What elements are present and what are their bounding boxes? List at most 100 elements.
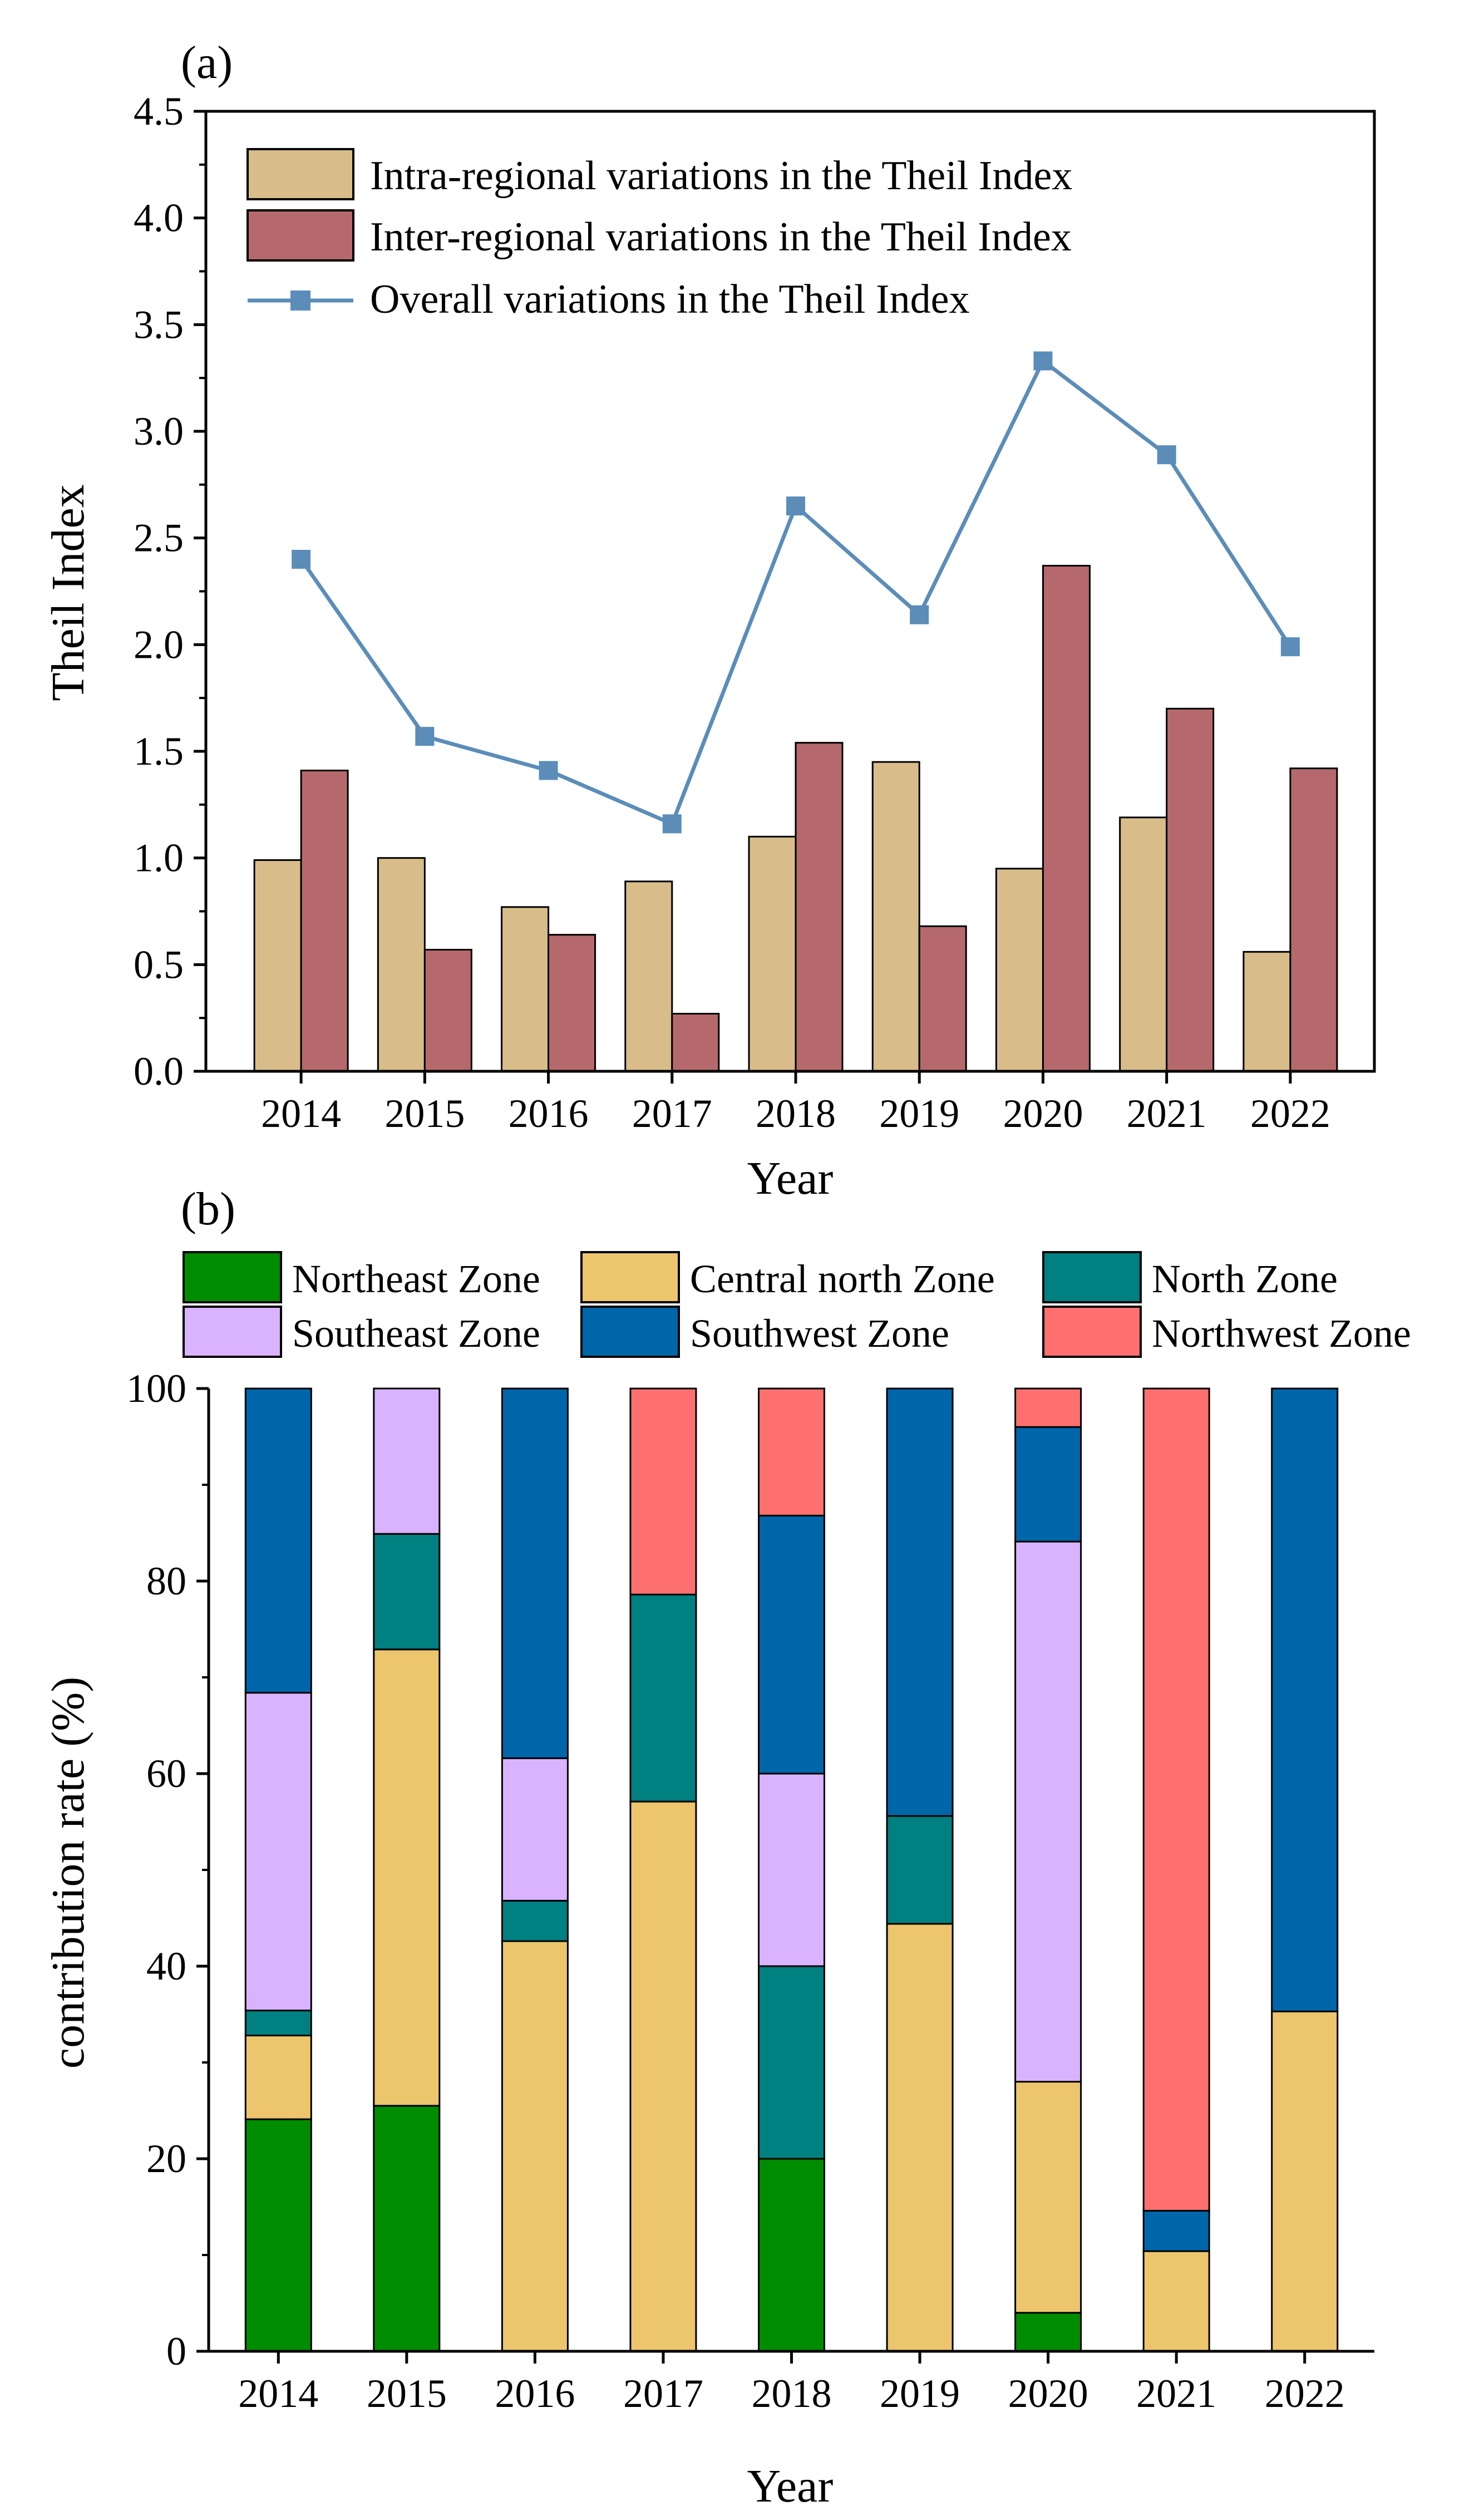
bar-intra-2019: [871, 761, 920, 1072]
segment-2019-north-zone: [886, 1815, 954, 1925]
a-x-tick-label: 2015: [384, 1091, 465, 1136]
a-x-tick-label: 2014: [261, 1091, 341, 1136]
segment-2018-southwest-zone: [758, 1514, 825, 1775]
legend-marker-overall: [290, 291, 310, 311]
legend-label-southwest: Southwest Zone: [690, 1311, 949, 1356]
bar-inter-2022: [1289, 767, 1338, 1072]
panel-b-legend: Northeast Zone Central north Zone North …: [183, 1251, 1411, 1358]
panel-b: (b) Northeast Zone Central north Zone No…: [42, 1183, 1411, 2511]
b-x-tick-label: 2019: [880, 2371, 960, 2416]
b-y-tick-label: 20: [146, 2136, 186, 2181]
b-y-tick-label: 100: [126, 1366, 186, 1411]
panel-a: (a) 0.00.51.01.52.02.53.03.54.04.5 2014 2…: [42, 37, 1376, 1204]
segment-2018-southeast-zone: [758, 1773, 825, 1967]
segment-2015-northeast-zone: [373, 2105, 441, 2352]
b-x-tick-label: 2014: [238, 2371, 318, 2416]
a-y-tick-label: 3.0: [134, 409, 184, 454]
b-x-tick-label: 2015: [367, 2371, 447, 2416]
overall-marker-2014: [292, 550, 311, 569]
legend-swatch-northwest: [1042, 1306, 1142, 1358]
panel-b-stacked-bars: [244, 1387, 1339, 2352]
segment-2015-southeast-zone: [373, 1387, 441, 1535]
b-x-tick-label: 2016: [495, 2371, 575, 2416]
bar-intra-2017: [624, 880, 673, 1072]
panel-b-axis-lines: [207, 1389, 1374, 2353]
overall-marker-2019: [910, 605, 929, 624]
segment-2014-southwest-zone: [244, 1387, 312, 1694]
segment-2021-southwest-zone: [1142, 2209, 1210, 2252]
overall-marker-2017: [662, 814, 682, 834]
b-y-tick-label: 40: [146, 1944, 186, 1988]
segment-2016-central-north-zone: [501, 1940, 569, 2352]
a-x-tick-label: 2021: [1127, 1091, 1207, 1136]
a-x-tick-label: 2019: [879, 1091, 959, 1136]
b-x-tick-label: 2022: [1265, 2371, 1345, 2416]
segment-2017-northwest-zone: [629, 1387, 697, 1596]
panel-b-x-axis: 2014 2015 2016 2017 2018 2019 2020 2021 2022: [238, 2351, 1345, 2416]
bar-inter-2020: [1042, 565, 1091, 1072]
segment-2019-central-north-zone: [886, 1923, 954, 2352]
a-x-tick-label: 2018: [756, 1091, 836, 1136]
segment-2020-northeast-zone: [1014, 2312, 1082, 2352]
bar-intra-2014: [253, 859, 302, 1072]
overall-marker-2020: [1033, 351, 1053, 371]
bar-intra-2018: [748, 835, 797, 1072]
segment-2015-central-north-zone: [373, 1648, 441, 2107]
a-y-tick-label: 1.0: [134, 836, 184, 880]
segment-2016-north-zone: [501, 1899, 569, 1942]
panel-b-label: (b): [181, 1183, 235, 1235]
panel-b-x-axis-title: Year: [747, 2460, 834, 2511]
segment-2020-southeast-zone: [1014, 1540, 1082, 2083]
panel-a-x-axis: 2014 2015 2016 2017 2018 2019 2020 2021 2022: [261, 1071, 1330, 1136]
panel-a-y-axis: 0.0 0.5 1.0 1.5 2.0 2.5 3.0 3.5 4.0 4.5: [134, 89, 206, 1094]
overall-marker-2015: [415, 727, 435, 746]
legend-label-inter: Inter-regional variations in the Theil I…: [370, 214, 1072, 260]
legend-label-northeast: Northeast Zone: [292, 1257, 540, 1301]
b-x-tick-label: 2017: [623, 2371, 703, 2416]
a-x-tick-label: 2017: [632, 1091, 712, 1136]
legend-label-overall: Overall variations in the Theil Index: [370, 277, 969, 322]
bar-intra-2016: [501, 906, 550, 1072]
a-y-tick-label: 4.5: [134, 89, 184, 134]
legend-swatch-southeast: [183, 1306, 282, 1358]
panel-a-legend: Intra-regional variations in the Theil I…: [246, 148, 1072, 322]
segment-2020-central-north-zone: [1014, 2081, 1082, 2314]
panel-a-y-axis-title: Theil Index: [42, 484, 94, 701]
a-x-tick-label: 2022: [1250, 1091, 1330, 1136]
bar-intra-2015: [377, 857, 426, 1072]
bar-inter-2015: [423, 949, 472, 1072]
segment-2021-central-north-zone: [1142, 2250, 1210, 2352]
segment-2018-northwest-zone: [758, 1387, 825, 1517]
bar-inter-2018: [795, 742, 844, 1072]
bar-intra-2022: [1243, 951, 1291, 1072]
panel-b-y-axis: 0 20 40 60 80 100: [126, 1366, 209, 2374]
b-x-tick-label: 2021: [1136, 2371, 1216, 2416]
segment-2017-north-zone: [629, 1593, 697, 1803]
legend-label-northwest: Northwest Zone: [1152, 1311, 1411, 1356]
segment-2015-north-zone: [373, 1533, 441, 1651]
legend-label-southeast: Southeast Zone: [292, 1311, 540, 1356]
segment-2018-northeast-zone: [758, 2158, 825, 2352]
panel-a-overall-line: [292, 351, 1300, 834]
legend-label-central-north: Central north Zone: [690, 1257, 995, 1301]
segment-2022-central-north-zone: [1271, 2010, 1339, 2352]
segment-2014-central-north-zone: [244, 2035, 312, 2120]
a-y-tick-label: 0.0: [134, 1049, 184, 1094]
panel-a-x-axis-title: Year: [747, 1153, 834, 1204]
segment-2014-north-zone: [244, 2010, 312, 2037]
segment-2014-southeast-zone: [244, 1692, 312, 2012]
a-y-tick-label: 3.5: [134, 302, 184, 347]
segment-2019-southwest-zone: [886, 1387, 954, 1817]
bar-inter-2017: [671, 1013, 720, 1072]
panel-a-plot-frame: [204, 110, 1376, 1073]
segment-2022-southwest-zone: [1271, 1387, 1339, 2012]
b-y-tick-label: 0: [166, 2329, 186, 2374]
legend-swatch-central-north: [580, 1251, 680, 1303]
a-y-tick-label: 0.5: [134, 942, 184, 987]
legend-swatch-intra: [246, 148, 354, 200]
bar-inter-2021: [1166, 707, 1215, 1072]
legend-label-north: North Zone: [1152, 1257, 1338, 1301]
a-y-tick-label: 2.0: [134, 622, 184, 667]
panel-b-y-axis-title: contribution rate (%): [42, 1677, 94, 2069]
